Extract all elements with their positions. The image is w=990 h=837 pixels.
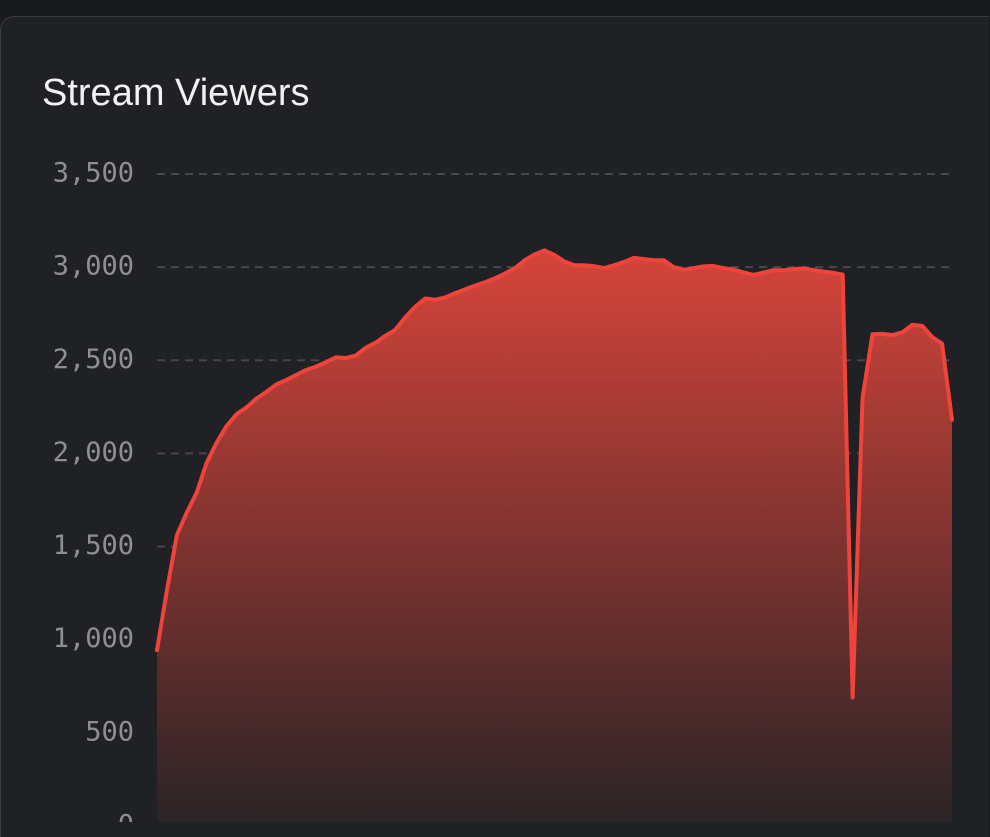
- line: [155, 248, 954, 700]
- y-tick-label: 2,500: [53, 344, 134, 375]
- y-tick-label: 2,000: [53, 437, 134, 468]
- chart-title: Stream Viewers: [42, 72, 310, 114]
- y-tick-label: 3,000: [53, 251, 134, 282]
- y-tick-label: 1,000: [53, 623, 134, 654]
- y-tick-label: 3,500: [53, 158, 134, 189]
- area-fill: [157, 250, 952, 822]
- y-tick-label: 500: [85, 716, 134, 747]
- y-tick-label: 0: [118, 810, 134, 823]
- y-tick-label: 1,500: [53, 530, 134, 561]
